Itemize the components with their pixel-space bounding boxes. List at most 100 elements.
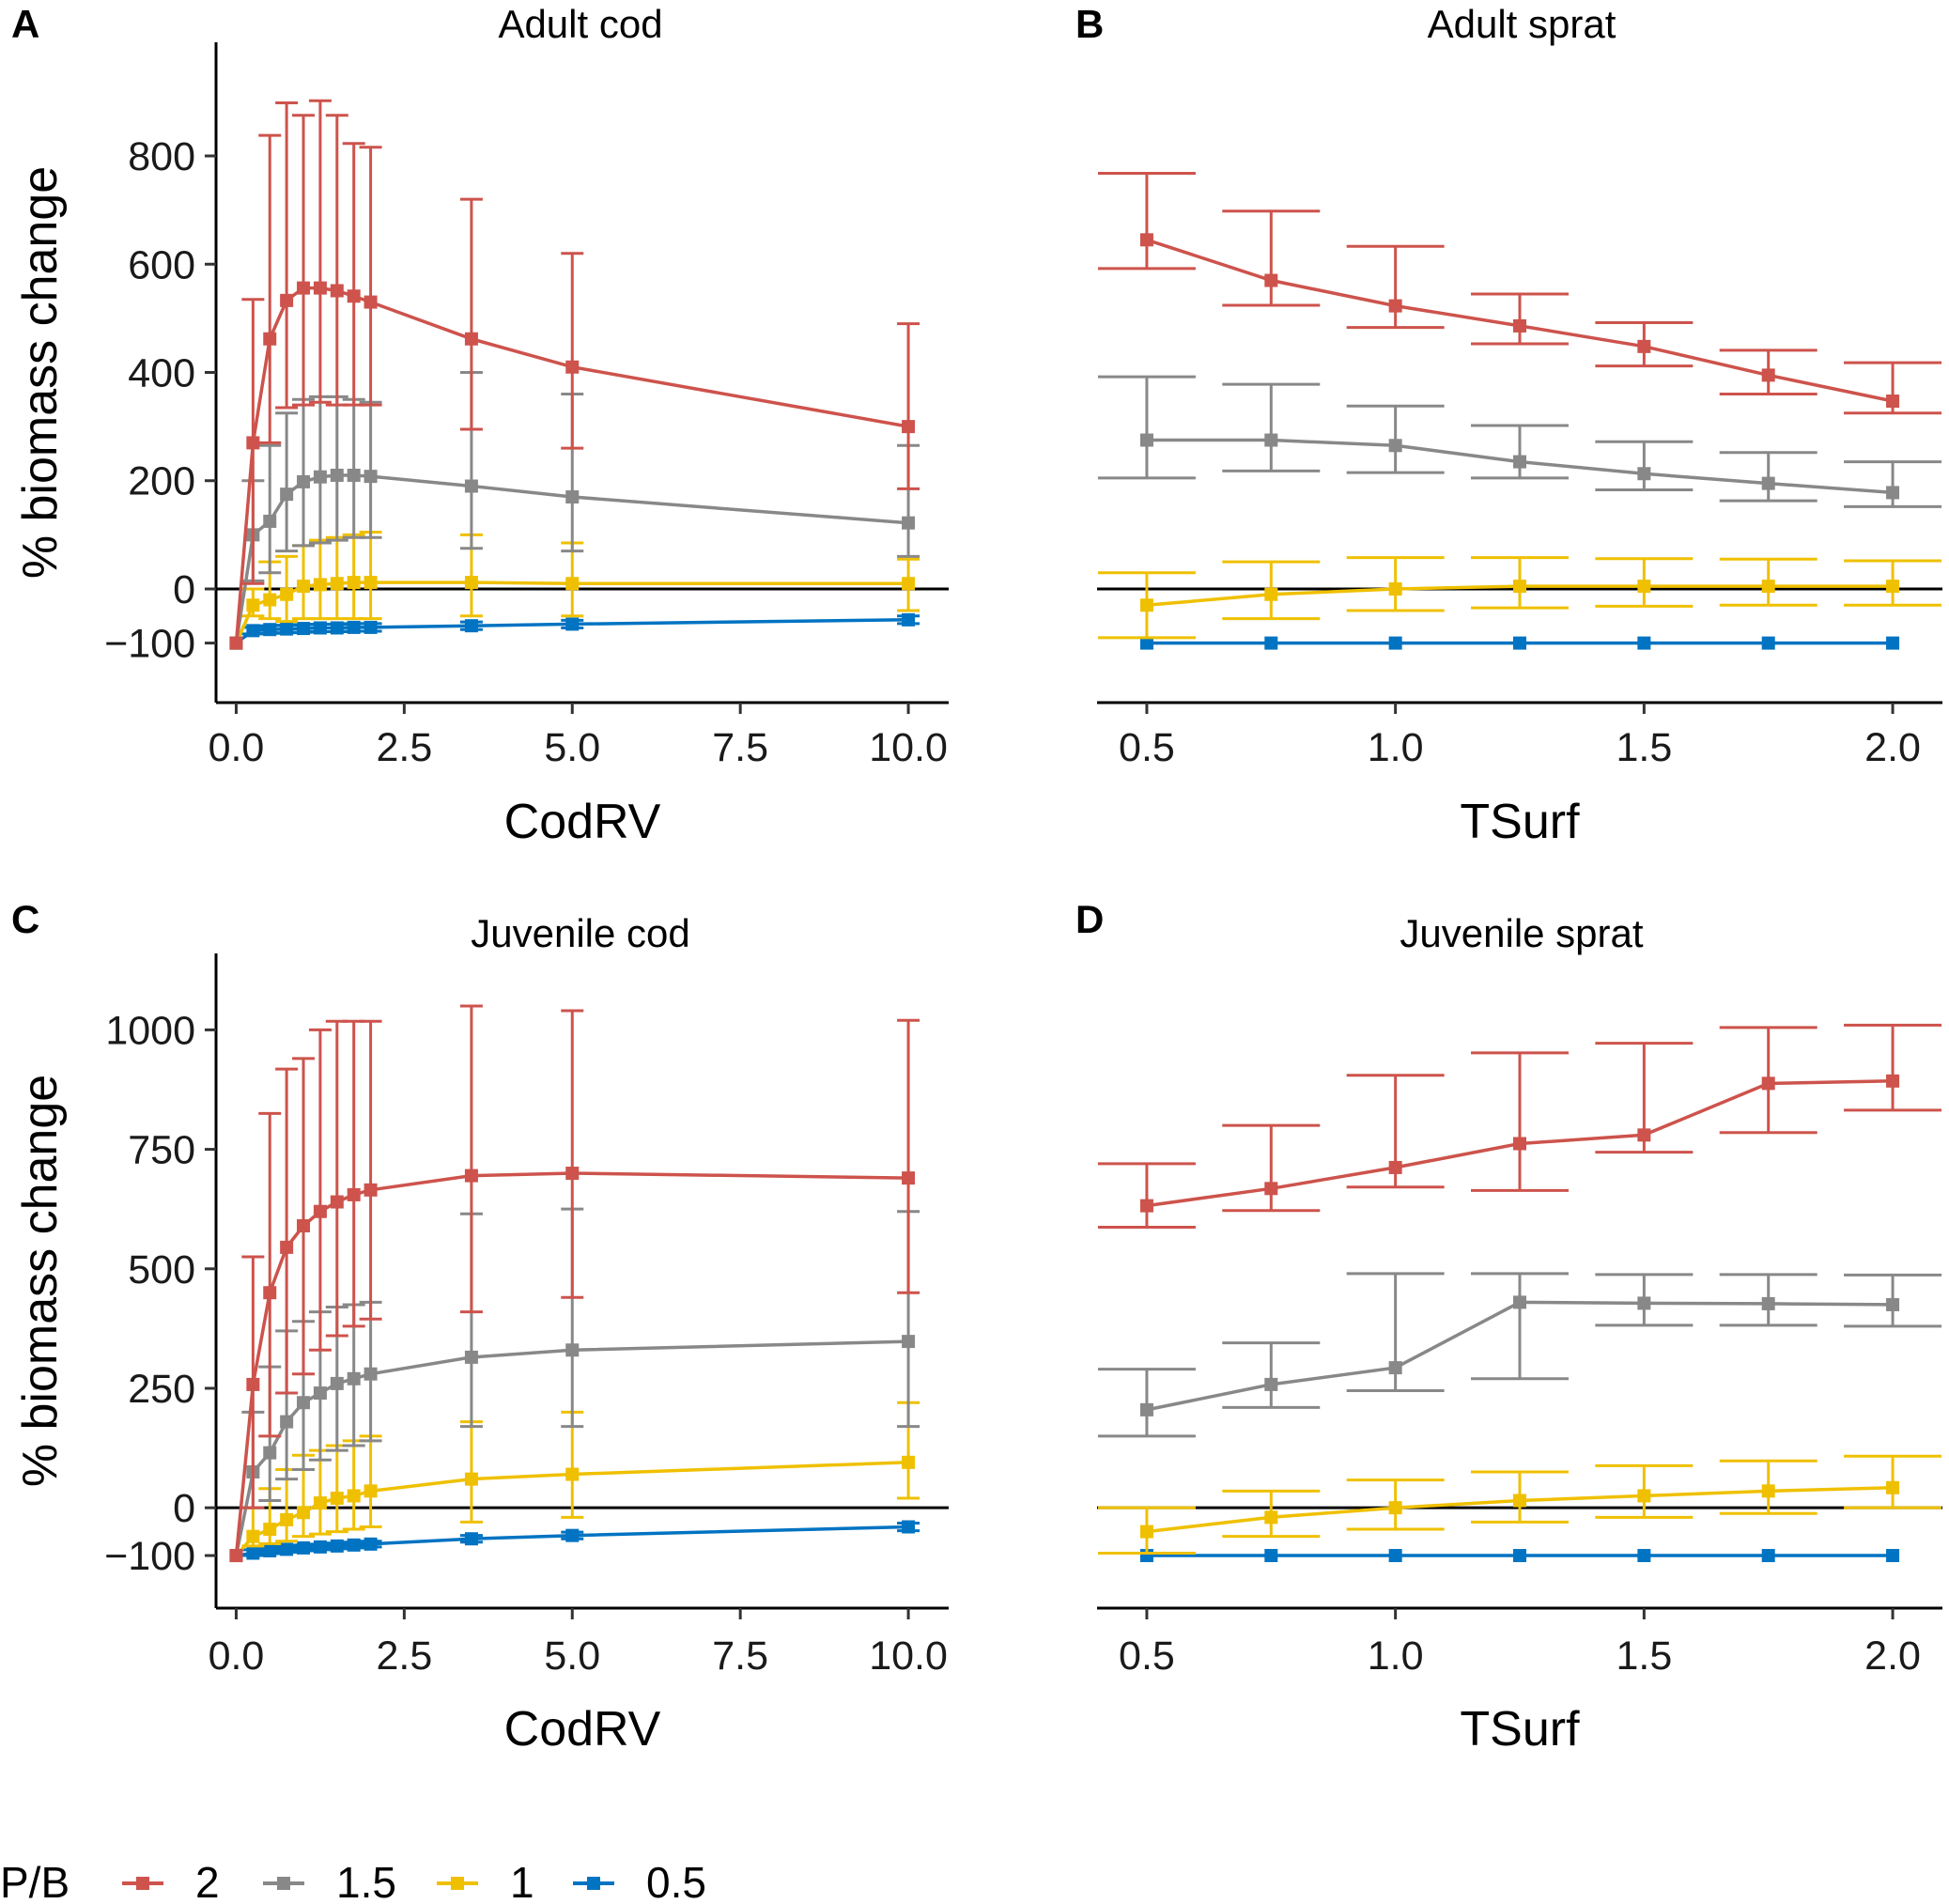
panel-tag: C [11,897,39,941]
data-point [330,1376,344,1390]
series-0-5 [1139,1549,1900,1563]
data-point [364,1183,378,1197]
data-point [263,514,277,528]
y-axis-title: % biomass change [13,166,68,579]
series-2 [229,99,920,650]
x-tick-label: 7.5 [712,1633,768,1679]
data-point [297,622,311,636]
x-axis-title: TSurf [1460,1702,1580,1757]
series-1 [1097,556,1942,640]
data-point [1886,486,1900,500]
data-point [347,1489,361,1503]
data-point [330,284,344,298]
legend-label: 2 [195,1858,220,1904]
data-point [313,1540,327,1554]
data-point [297,474,311,488]
data-point [280,488,294,502]
y-axis-title: % biomass change [13,1075,68,1487]
data-point [1886,395,1900,409]
data-point [246,1377,260,1391]
series-1-5 [1097,1272,1942,1438]
data-point [1637,636,1651,650]
data-point [364,295,378,309]
series-2 [1097,1023,1942,1230]
data-point [1637,1489,1651,1503]
data-point [902,1455,916,1469]
data-point [1513,580,1526,594]
data-point [1886,1297,1900,1311]
data-point [1761,1296,1775,1310]
series-2 [229,1004,920,1563]
data-point [229,1549,243,1563]
y-tick-label: 250 [128,1367,195,1412]
data-point [1513,1137,1526,1151]
data-point [565,1528,580,1542]
data-point [1637,1128,1651,1142]
data-point [1886,636,1900,650]
data-point [280,1542,294,1556]
legend-label: 1.5 [336,1858,396,1904]
data-point [1761,636,1775,650]
x-axis-title: TSurf [1460,795,1580,849]
data-point [1513,1549,1526,1563]
data-point [1761,476,1775,490]
series-1-5 [1097,375,1942,508]
panel-title: Adult cod [498,2,662,46]
data-point [902,420,916,434]
data-point [1388,439,1402,453]
y-tick-label: 400 [128,351,195,396]
legend-label: 0.5 [646,1858,706,1904]
data-point [297,1218,311,1232]
y-tick-label: 800 [128,134,195,179]
data-point [364,1537,378,1551]
data-point [464,1472,478,1486]
data-point [464,1532,478,1546]
data-point [1139,433,1153,447]
y-tick-label: 0 [173,567,195,612]
data-point [1264,636,1278,650]
data-point [313,1496,327,1510]
data-point [280,1415,294,1429]
data-point [1139,636,1153,650]
legend-key-marker [136,1877,149,1890]
data-point [1388,1549,1402,1563]
data-point [1513,455,1526,469]
data-point [280,1240,294,1254]
data-point [1264,273,1278,287]
y-tick-label: 0 [173,1486,195,1531]
x-tick-label: 10.0 [869,725,948,770]
x-tick-label: 2.5 [376,1633,432,1679]
panel-tag: B [1075,2,1104,46]
data-point [313,621,327,635]
series-1-5 [229,371,920,650]
data-point [347,1371,361,1385]
y-tick-label: −100 [104,622,195,667]
data-point [347,1187,361,1201]
data-point [1761,1076,1775,1091]
data-point [263,1523,277,1537]
x-tick-label: 2.0 [1864,1633,1921,1679]
x-tick-label: 7.5 [712,725,768,770]
legend: P/B 2 1.5 1 0.5 [0,1858,706,1904]
x-tick-label: 5.0 [544,725,600,770]
y-tick-label: 500 [128,1247,195,1293]
x-axis-title: CodRV [504,1702,661,1757]
data-point [263,1543,277,1557]
x-tick-label: 1.0 [1368,1633,1424,1679]
data-point [1886,1549,1900,1563]
x-tick-label: 0.5 [1119,1633,1175,1679]
data-point [330,1539,344,1553]
data-point [1139,1199,1153,1213]
data-point [1513,318,1526,333]
data-point [1513,1295,1526,1309]
data-point [565,1467,580,1481]
data-point [902,1335,916,1349]
series-0-5 [229,1520,920,1563]
data-point [565,490,580,504]
series-1 [1097,1454,1942,1555]
y-tick-label: 1000 [105,1008,195,1053]
legend-item: 0.5 [573,1858,706,1904]
y-tick-label: 600 [128,242,195,287]
panel-tag: D [1075,897,1104,941]
